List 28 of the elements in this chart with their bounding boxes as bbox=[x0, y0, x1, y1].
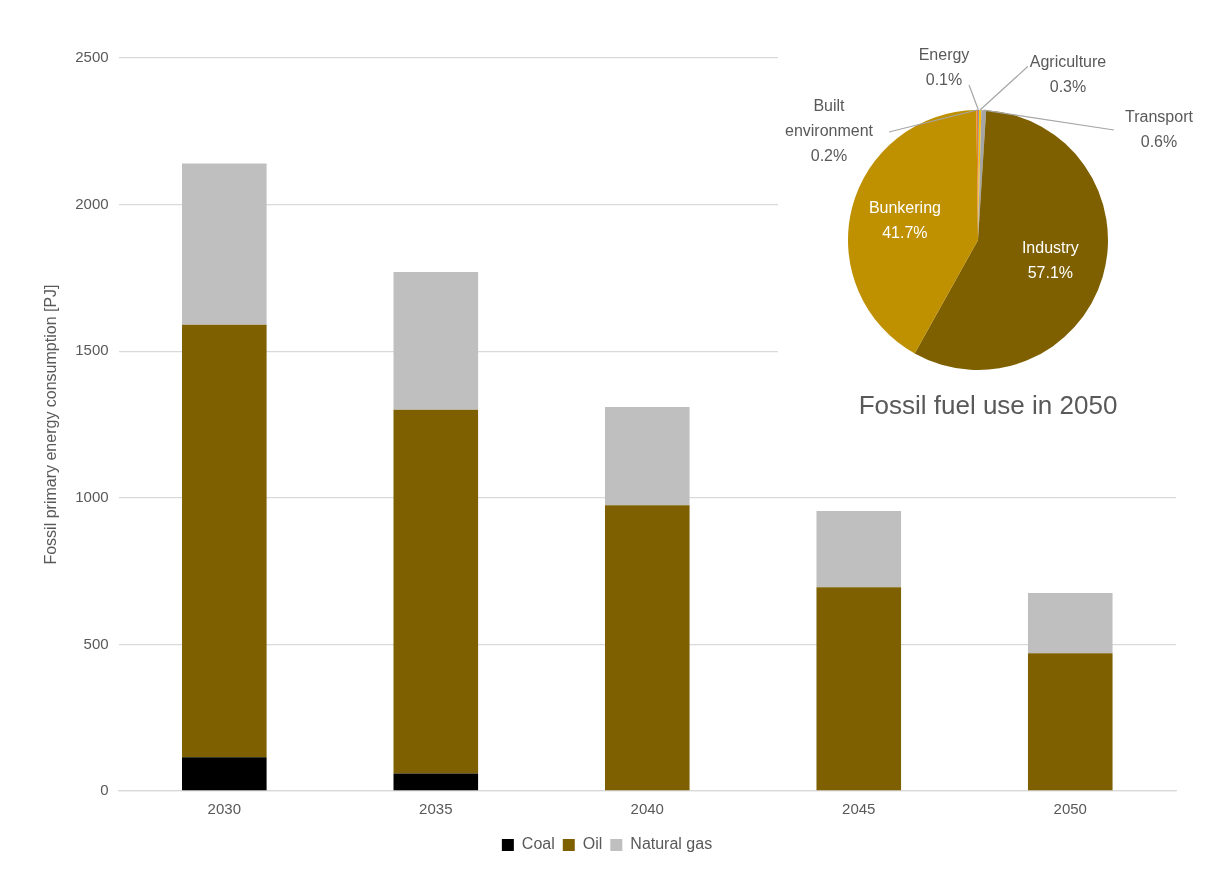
data-label: 0.2% bbox=[810, 147, 848, 165]
y-axis-title: Fossil primary energy consumption [PJ] bbox=[42, 284, 60, 565]
x-tick-label: 2050 bbox=[1053, 800, 1087, 818]
y-tick-label: 1000 bbox=[75, 487, 109, 505]
data-label: 0.6% bbox=[1140, 132, 1178, 150]
data-label: 57.1% bbox=[1027, 264, 1074, 282]
x-tick-label: 2030 bbox=[207, 800, 241, 818]
data-label: 0.3% bbox=[1049, 77, 1087, 95]
legend-label: Natural gas bbox=[630, 835, 713, 853]
slice-label: Built environment bbox=[784, 97, 874, 140]
slice-label: Agriculture bbox=[1029, 52, 1107, 70]
y-tick-label: 2500 bbox=[75, 48, 109, 66]
x-tick-label: 2045 bbox=[842, 800, 876, 818]
legend-label: Coal bbox=[521, 835, 555, 853]
data-label: 41.7% bbox=[882, 224, 928, 242]
x-tick-label: 2035 bbox=[419, 800, 453, 818]
y-tick-label: 500 bbox=[83, 634, 109, 652]
slice-label: Transport bbox=[1125, 107, 1194, 125]
slice-label: Energy bbox=[918, 45, 970, 63]
slice-label: Industry bbox=[1021, 239, 1079, 257]
y-tick-label: 1500 bbox=[75, 341, 109, 359]
legend-label: Oil bbox=[582, 835, 603, 853]
y-tick-label: 0 bbox=[100, 781, 109, 799]
x-tick-label: 2040 bbox=[630, 800, 664, 818]
y-tick-label: 2000 bbox=[75, 194, 109, 212]
data-label: 0.1% bbox=[925, 70, 963, 88]
slice-label: Bunkering bbox=[868, 199, 941, 217]
text: Fossil fuel use in 2050 bbox=[857, 390, 1119, 421]
